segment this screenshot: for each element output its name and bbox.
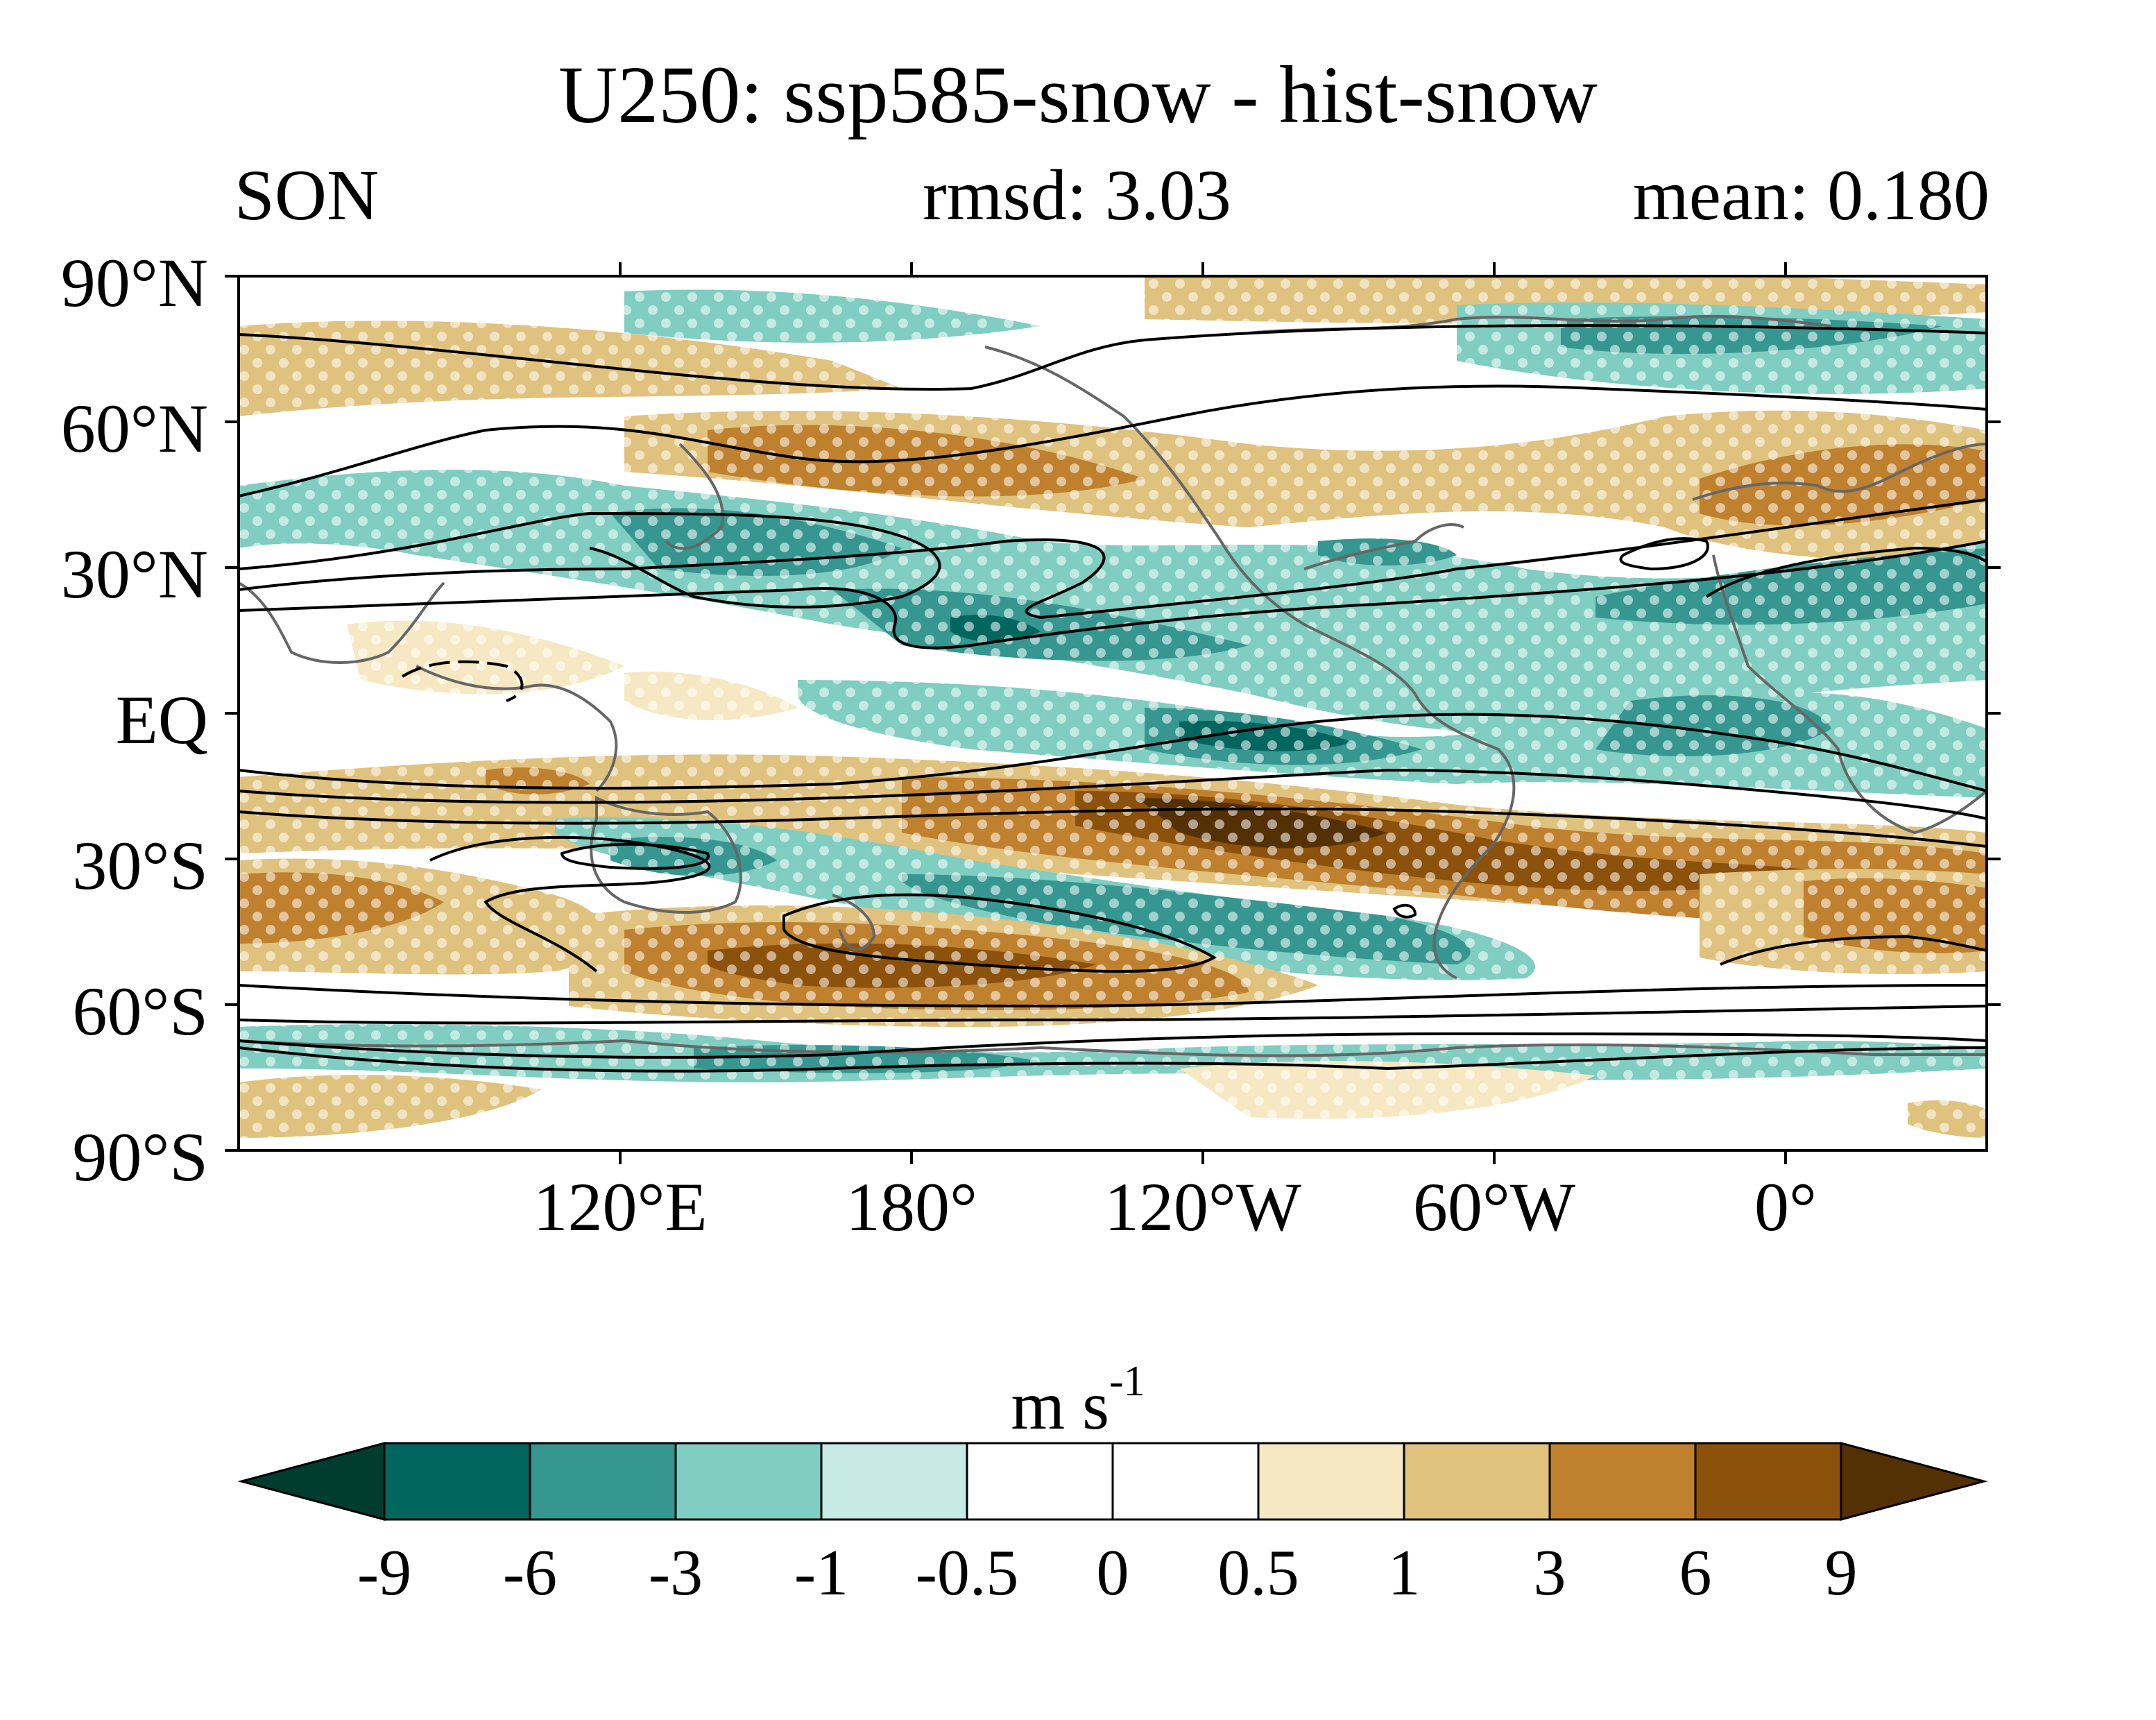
coastlines: [239, 314, 1987, 1057]
lon-tick-120e: 120°E: [533, 1168, 708, 1245]
map-panel: [239, 276, 1987, 1150]
lat-tick-30s: 30°S: [72, 827, 208, 904]
season-label: SON: [234, 155, 379, 235]
colorbar-box: [1257, 1442, 1405, 1521]
colorbar-box: [966, 1442, 1114, 1521]
climatology-contours: [239, 324, 1987, 1073]
lon-tick-0: 0°: [1754, 1168, 1817, 1245]
colorbar-box: [1111, 1442, 1260, 1521]
lon-tick-60w: 60°W: [1412, 1168, 1576, 1245]
lat-tick-90s: 90°S: [72, 1118, 208, 1195]
colorbar-box: [1403, 1442, 1551, 1521]
colorbar: [237, 1442, 1988, 1521]
lon-tick-180: 180°: [846, 1168, 977, 1245]
colorbar-tick-label: -3: [648, 1537, 703, 1609]
colorbar-box: [1548, 1442, 1697, 1521]
colorbar-tick-label: 9: [1824, 1537, 1858, 1609]
colorbar-box: [1694, 1442, 1842, 1521]
lat-tick-30n: 30°N: [60, 536, 208, 613]
lat-tick-60n: 60°N: [60, 390, 208, 467]
colorbar-tick-label: 0: [1096, 1537, 1129, 1609]
colorbar-max-extend: [1840, 1442, 1988, 1521]
lat-tick-eq: EQ: [115, 681, 208, 758]
colorbar-tick-label: -0.5: [915, 1537, 1019, 1609]
colorbar-tick-label: 0.5: [1217, 1537, 1299, 1609]
colorbar-tick-label: 1: [1387, 1537, 1421, 1609]
colorbar-tick-label: 6: [1679, 1537, 1712, 1609]
colorbar-tick-label: -1: [794, 1537, 849, 1609]
colorbar-tick-label: -9: [357, 1537, 412, 1609]
colorbar-tick-label: -6: [502, 1537, 558, 1609]
mean-label: mean: 0.180: [1632, 155, 1990, 235]
colorbar-units: m s-1: [1011, 1358, 1145, 1444]
colorbar-box: [529, 1442, 677, 1521]
colorbar-tick-label: 3: [1533, 1537, 1566, 1609]
axis-ticks: [225, 262, 2001, 1164]
map-title: U250: ssp585-snow - hist-snow: [558, 49, 1598, 140]
lon-tick-120w: 120°W: [1104, 1168, 1302, 1245]
colorbar-box: [674, 1442, 823, 1521]
lat-tick-90n: 90°N: [60, 244, 208, 321]
lat-tick-60s: 60°S: [72, 973, 208, 1050]
colorbar-box: [820, 1442, 968, 1521]
colorbar-min-extend: [237, 1442, 386, 1521]
rmsd-label: rmsd: 3.03: [923, 155, 1231, 235]
colorbar-box: [383, 1442, 531, 1521]
